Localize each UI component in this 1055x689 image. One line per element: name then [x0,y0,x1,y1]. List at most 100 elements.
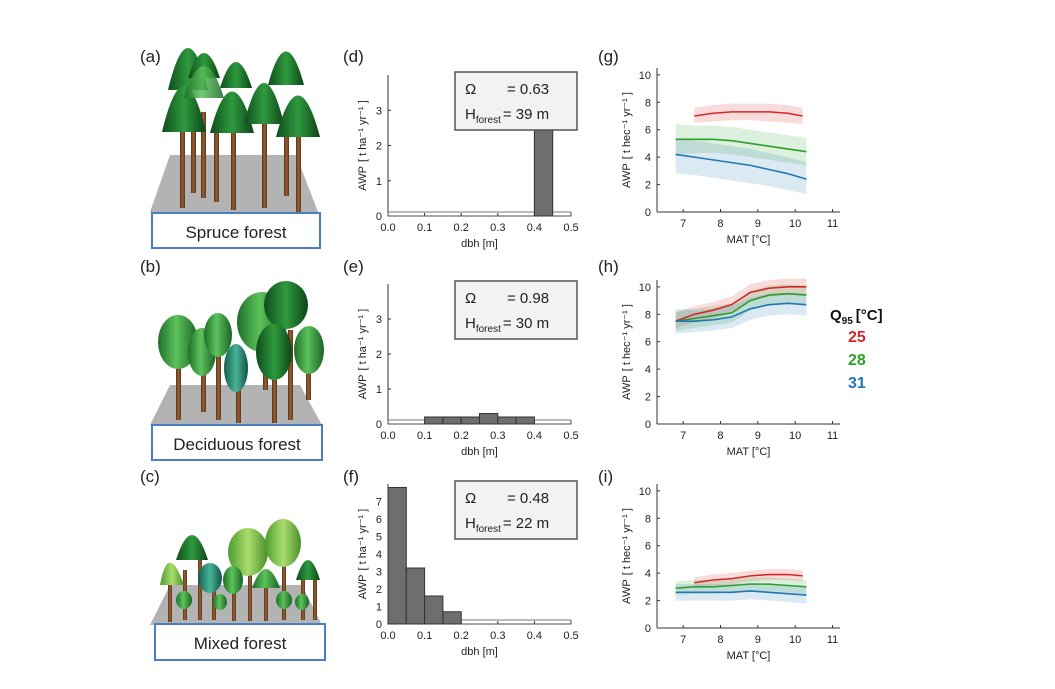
y-tick-label: 2 [645,180,651,192]
histogram-bar [460,416,481,425]
x-tick-label: 0.0 [380,222,395,234]
x-tick-label: 9 [755,430,761,442]
x-tick-label: 11 [827,218,838,230]
chart-i-line: 7 8 9 10 11 0 2 4 6 8 10 MAT [°C] AWP [ t hec⁻¹ yr⁻¹ … [621,484,840,662]
y-tick-label: 4 [645,152,651,164]
y-tick-label: 6 [645,541,651,553]
y-tick-label: 8 [645,513,651,525]
confidence-band-1 [675,577,807,596]
x-tick-label: 0.5 [563,630,578,642]
confidence-band-2 [675,582,807,604]
panel-letter-d: (d) [343,47,364,66]
info-box [454,71,578,131]
x-tick-label: 7 [680,218,686,230]
series-line-1 [675,138,807,153]
chart-g-line: 7 8 9 10 11 0 2 4 6 8 10 MAT [°C] AWP [ t hec⁻¹ yr⁻¹ … [621,68,840,246]
histogram-bar [405,567,426,625]
panel-letter-c: (c) [140,467,160,486]
y-tick-label: 0 [376,619,382,631]
x-tick-label: 0.4 [527,222,542,234]
series-line-2 [675,590,807,596]
x-tick-label: 10 [789,430,801,442]
omega-value: = 0.98 [507,290,549,307]
x-tick-label: 8 [717,634,723,646]
y-tick-label: 2 [645,392,651,404]
confidence-band-0 [694,569,803,587]
histogram-bar [479,413,499,425]
spruce-forest-label-box [151,212,321,249]
y-axis-label: AWP [ t ha⁻¹ yr⁻¹ ] [357,100,369,190]
confidence-band-0 [694,103,803,125]
x-tick-label: 0.0 [380,430,395,442]
y-axis-label-unit: [ t hec⁻¹ yr⁻¹ ] [621,92,633,159]
series-line-2 [675,153,807,180]
x-axis-label: MAT [°C] [727,446,771,458]
panel-letter-g: (g) [598,47,619,66]
x-tick-label: 0.4 [527,630,542,642]
y-tick-label: 10 [639,486,651,498]
h-forest-label: Hforest = 22 m [465,515,549,535]
y-tick-label: 1 [376,384,382,396]
x-tick-label: 11 [827,430,838,442]
legend-item-31: 31 [848,375,866,392]
panel-letter-a: (a) [140,47,161,66]
h-value: = 39 m [503,106,549,123]
omega-value: = 0.48 [507,490,549,507]
mixed-forest-illustration [150,519,322,625]
legend-item-28: 28 [848,352,866,369]
x-tick-label: 0.5 [563,430,578,442]
deciduous-forest-label-box [151,424,323,461]
panel-letter-h: (h) [598,257,619,276]
y-axis-label-main: AWP [621,163,633,188]
y-axis-label: AWP [ t hec⁻¹ yr⁻¹ ] [621,92,633,188]
x-axis-label: dbh [m] [461,446,498,458]
y-tick-label: 0 [645,207,651,219]
h-label: H [465,315,476,332]
series-line-0 [675,286,807,322]
x-tick-label: 0.2 [454,630,469,642]
histogram-bar [424,416,444,425]
y-tick-label: 0 [376,211,382,223]
y-tick-label: 0 [645,623,651,635]
histogram-bar [442,611,462,625]
panel-letter-b: (b) [140,257,161,276]
mixed-forest-label: Mixed forest [194,634,287,653]
x-tick-label: 0.1 [417,222,432,234]
spruce-forest-label: Spruce forest [185,223,286,242]
x-tick-label: 0.0 [380,630,395,642]
h-sub: forest [476,115,501,126]
x-tick-label: 0.5 [563,222,578,234]
y-axis-label-main: AWP [357,575,369,600]
h-forest-label: Hforest = 30 m [465,315,549,335]
y-axis-label-main: AWP [621,375,633,400]
y-axis-label-unit: [ t ha⁻¹ yr⁻¹ ] [357,309,369,371]
x-tick-label: 0.4 [527,430,542,442]
histogram-bar [442,416,462,425]
y-tick-label: 5 [376,532,382,544]
series-line-0 [694,111,803,117]
y-axis-label: AWP [ t ha⁻¹ yr⁻¹ ] [357,509,369,599]
y-tick-label: 10 [639,70,651,82]
legend-item-25: 25 [848,329,866,346]
omega-label: Ω [465,290,476,307]
y-tick-label: 4 [645,364,651,376]
y-tick-label: 4 [645,568,651,580]
chart-d-histogram: 0.0 0.1 0.2 0.3 0.4 0.5 0 1 2 3 dbh [m] AWP [ t ha⁻¹… [357,71,579,250]
x-axis-label: MAT [°C] [727,650,771,662]
y-tick-label: 2 [376,141,382,153]
y-tick-label: 2 [645,596,651,608]
y-tick-label: 2 [376,584,382,596]
x-tick-label: 10 [789,218,801,230]
x-tick-label: 0.2 [454,430,469,442]
x-tick-label: 0.1 [417,430,432,442]
info-box [454,280,578,340]
legend-title: Q95 [°C] [830,307,883,327]
y-axis-label: AWP [ t hec⁻¹ yr⁻¹ ] [621,508,633,604]
series-line-1 [675,583,807,590]
y-tick-label: 6 [645,125,651,137]
x-tick-label: 9 [755,634,761,646]
panel-letter-f: (f) [343,467,359,486]
x-tick-label: 0.2 [454,222,469,234]
chart-e-histogram: 0.0 0.1 0.2 0.3 0.4 0.5 0 1 2 3 dbh [m] AWP [ t ha⁻¹… [357,280,579,458]
x-tick-label: 10 [789,634,801,646]
